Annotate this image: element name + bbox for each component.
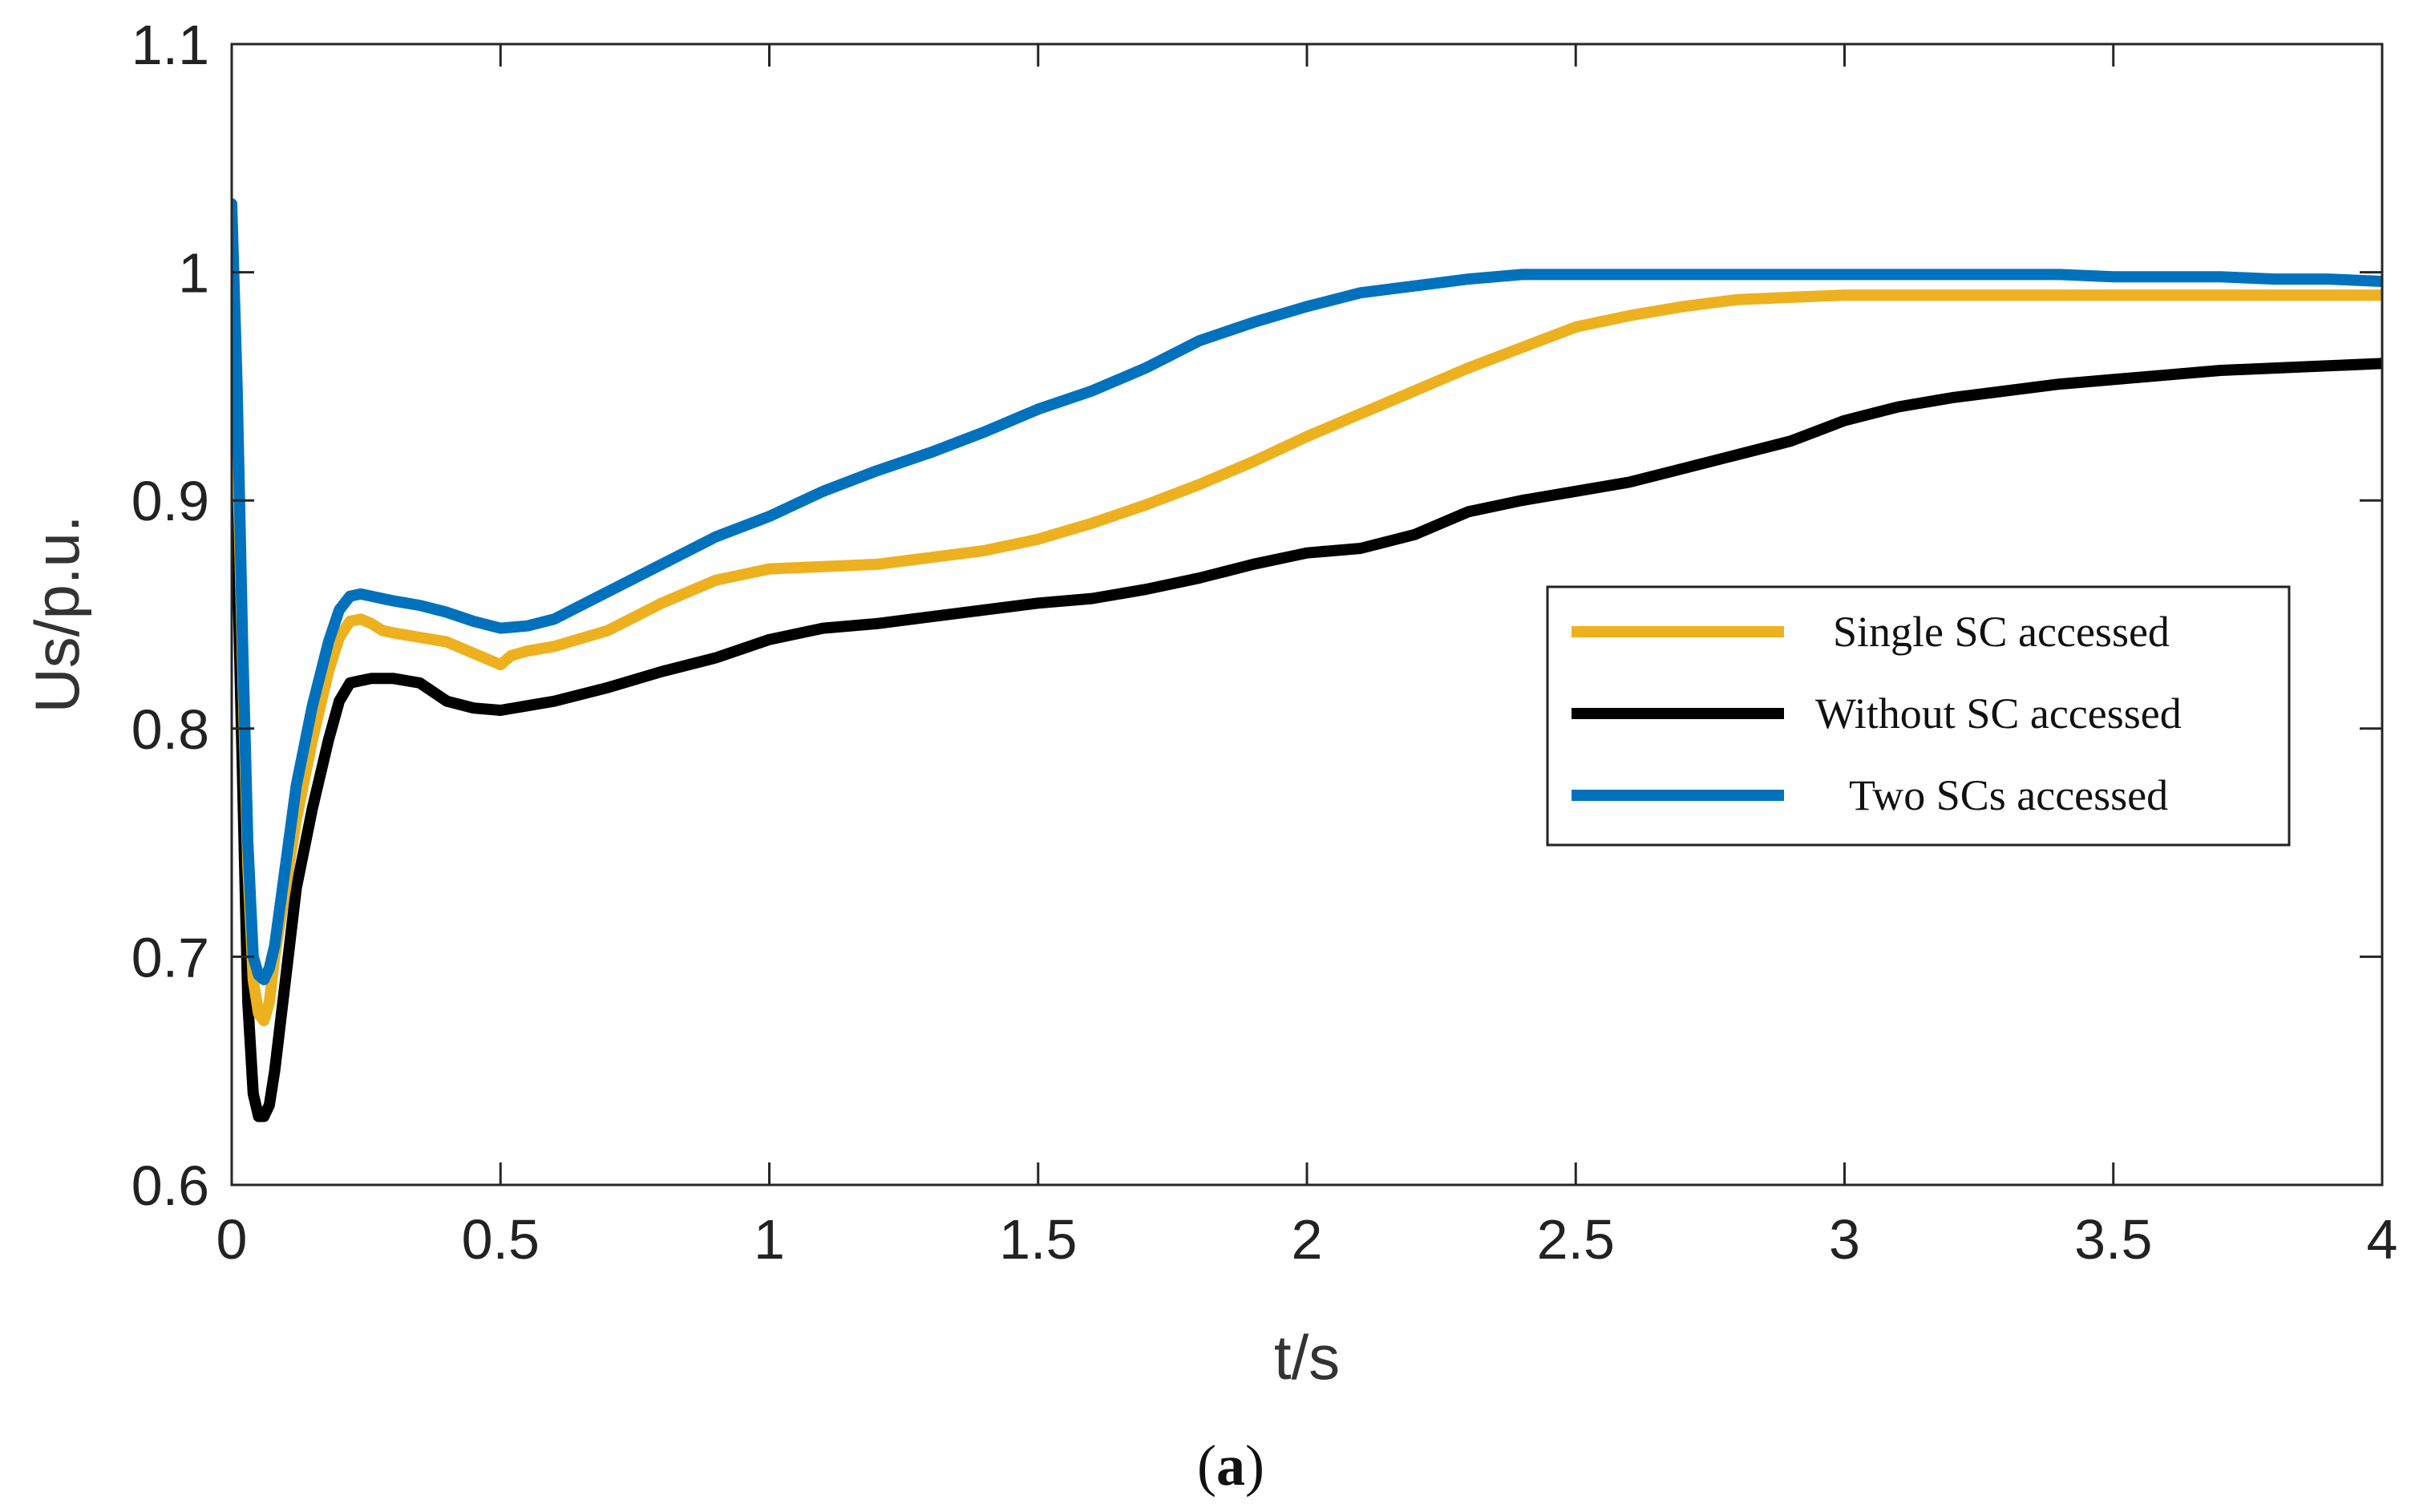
x-tick-label: 3.5 [2074,1208,2152,1271]
x-tick-label: 0.5 [462,1208,540,1271]
y-tick-label: 1.1 [131,14,209,76]
legend-label-single: Single SC accessed [1833,608,2170,656]
caption-close-paren: ) [1245,1433,1264,1498]
x-tick-label: 3 [1829,1208,1860,1271]
legend: Single SC accessed Without SC accessed T… [1546,585,2291,847]
y-tick-label: 0.6 [131,1154,209,1217]
caption-letter: a [1216,1433,1245,1498]
x-tick-label: 2 [1292,1208,1323,1271]
series-line-two-scs-accessed [232,198,2382,985]
x-tick-label: 4 [2367,1208,2398,1271]
y-axis: 0.6 0.7 0.8 0.9 1 1.1 [131,14,2382,1217]
series-line-without-sc-accessed [232,358,2382,1122]
y-tick-label: 1 [178,242,209,305]
caption-open-paren: ( [1197,1433,1216,1498]
y-tick-label: 0.7 [131,926,209,988]
x-tick-label: 1 [754,1208,785,1271]
legend-label-two: Two SCs accessed [1849,771,2168,819]
x-axis-label: t/s [1274,1322,1340,1393]
legend-label-without: Without SC accessed [1815,689,2182,738]
x-tick-label: 1.5 [999,1208,1077,1271]
y-axis-label: Us/p.u. [22,515,92,713]
series-layer [232,198,2382,1122]
x-axis: 0 0.5 1 1.5 2 2.5 3 3.5 4 [216,44,2398,1271]
y-tick-label: 0.9 [131,470,209,532]
figure-caption: (a) [1197,1433,1264,1498]
x-tick-label: 0 [216,1208,248,1271]
y-tick-label: 0.8 [131,698,209,761]
x-tick-label: 2.5 [1537,1208,1615,1271]
